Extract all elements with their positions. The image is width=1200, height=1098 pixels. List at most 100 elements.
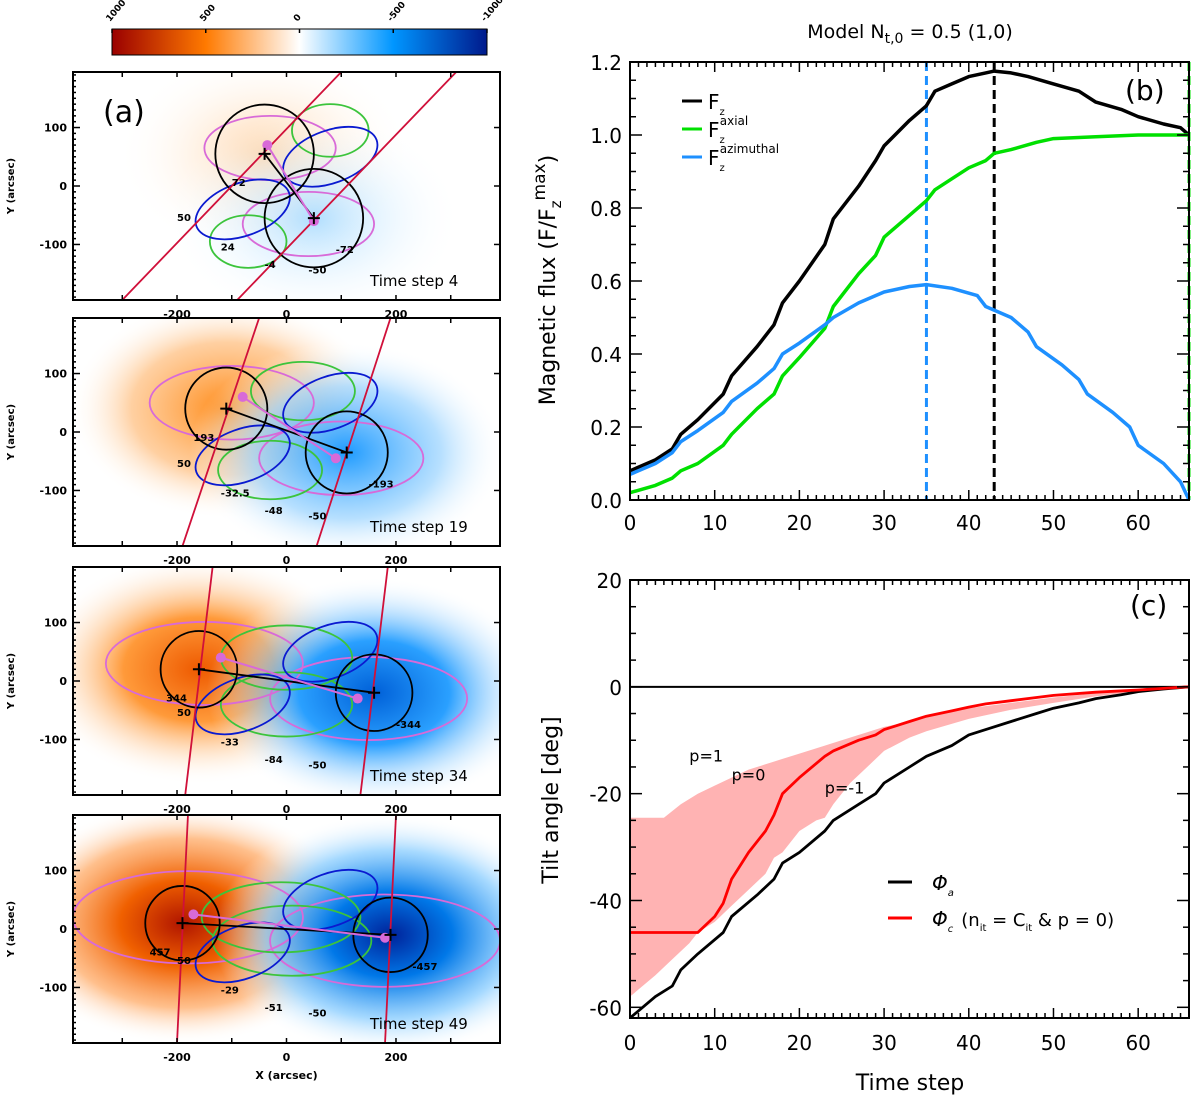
colorbar-tick-label: -1000 [480,0,506,24]
contour-label: 50 [177,459,191,470]
x-tick-label: 0 [624,511,637,535]
magenta-centroid [237,391,248,402]
contour-green [200,881,362,954]
centroid-cross [220,402,233,415]
contour-black [184,366,269,451]
centroid-cross [368,686,381,699]
centroid-cross [340,446,353,459]
contour-blue [194,673,291,736]
negative-polarity [206,576,500,795]
x-tick-label: 0 [283,308,291,321]
x-tick-label: 0 [283,554,291,567]
y-tick-label: -100 [39,733,67,746]
y-tick-label: 1.0 [590,124,622,148]
magenta-centroid [352,693,363,704]
axis-line-red [181,318,260,546]
y-tick-label: -20 [589,783,622,807]
magnetogram-map: 193 -193 50 -50 -32.5 -48 Time step 19 100 0 -100… [6,317,501,567]
centroid-cross [384,928,397,941]
colorbar-tick-label: -500 [386,0,408,24]
legend-label: Fzazimuthal [708,142,779,174]
contour-label: -50 [308,266,326,277]
contour-label: -50 [308,512,326,523]
time-step-label: Time step 34 [369,767,468,785]
contour-label: 50 [177,956,191,967]
x-tick-label: -200 [163,554,191,567]
x-tick-label: -200 [163,1051,191,1064]
magenta-centroid [188,909,199,920]
contour-green [208,214,288,269]
negative-polarity [166,112,462,300]
series-line [629,69,1191,473]
annotation-p1: p=1 [689,747,723,766]
x-tick-label: 40 [956,1031,981,1055]
contour-label: -4 [265,260,276,271]
contour-magenta [73,870,304,965]
series-line [629,282,1191,501]
colorbar-gradient [111,28,488,56]
panel-label-c: (c) [1130,589,1167,622]
y-tick-label: 0.2 [590,416,622,440]
negative-polarity [189,342,500,546]
panel-c: 0 10 20 30 40 50 60 20 0 -20 -40 -60 Time step Tilt a… [539,569,1190,1096]
y-tick-label: -40 [589,889,622,913]
y-tick-label: -100 [39,238,67,251]
centroid-cross [258,147,271,160]
contour-blue [194,921,291,984]
contour-black [263,167,365,269]
colorbar-tick-label: 1000 [105,0,129,24]
contour-label: -344 [396,720,421,731]
y-tick-label: -60 [589,996,622,1020]
time-step-label: Time step 19 [369,518,468,536]
magnetogram-map: 457 -457 50 -50 -29 -51 Time step 49 100 0 -100 -2… [6,814,501,1082]
magenta-centroid [215,652,226,663]
magenta-connector [220,656,358,700]
x-tick-label: 60 [1125,511,1150,535]
contour-label: -33 [221,737,239,748]
y-axis-label: Y (arcsec) [6,901,17,958]
y-axis-label: Tilt angle [deg] [539,716,564,884]
y-tick-label: 0 [59,675,67,688]
time-step-label: Time step 4 [369,272,458,290]
contour-label: -72 [336,245,354,256]
contour-label: -50 [308,761,326,772]
magenta-centroid [262,140,273,151]
x-tick-label: 200 [385,803,408,816]
axis-line-red [359,567,389,795]
x-tick-label: 0 [283,803,291,816]
contour-magenta [241,190,375,258]
x-tick-label: 20 [787,511,812,535]
y-tick-label: 20 [597,569,622,593]
x-tick-label: -200 [163,803,191,816]
x-tick-label: 10 [702,511,727,535]
x-tick-label: 0 [283,1051,291,1064]
x-tick-label: 60 [1125,1031,1150,1055]
y-tick-label: 1.2 [590,51,622,75]
contour-label: 457 [150,947,171,958]
annotation-p0: p=0 [732,765,766,784]
y-tick-label: 0 [59,180,67,193]
colorbar-tick-label: 500 [198,3,218,24]
contour-blue [282,868,379,931]
legend-label: Φc (nit = Cit & p = 0) [932,907,1114,935]
x-tick-label: 200 [385,554,408,567]
x-tick-label: 200 [385,1051,408,1064]
contour-label: -51 [265,1003,283,1014]
contour-magenta [148,365,315,441]
contour-magenta [258,420,425,497]
legend-label: Φa [932,871,954,899]
contour-label: -32.5 [221,488,250,499]
legend-label: Fz [708,90,725,118]
y-axis-label: Y (arcsec) [6,653,17,710]
y-tick-label: 0 [59,426,67,439]
contour-black [214,103,315,205]
contour-label: 72 [232,178,246,189]
contour-green [211,904,373,977]
y-tick-label: 0.6 [590,270,622,294]
centroid-cross [192,663,205,676]
y-tick-label: 0.8 [590,197,622,221]
axis-line-red [121,72,342,300]
contour-green [217,439,323,501]
